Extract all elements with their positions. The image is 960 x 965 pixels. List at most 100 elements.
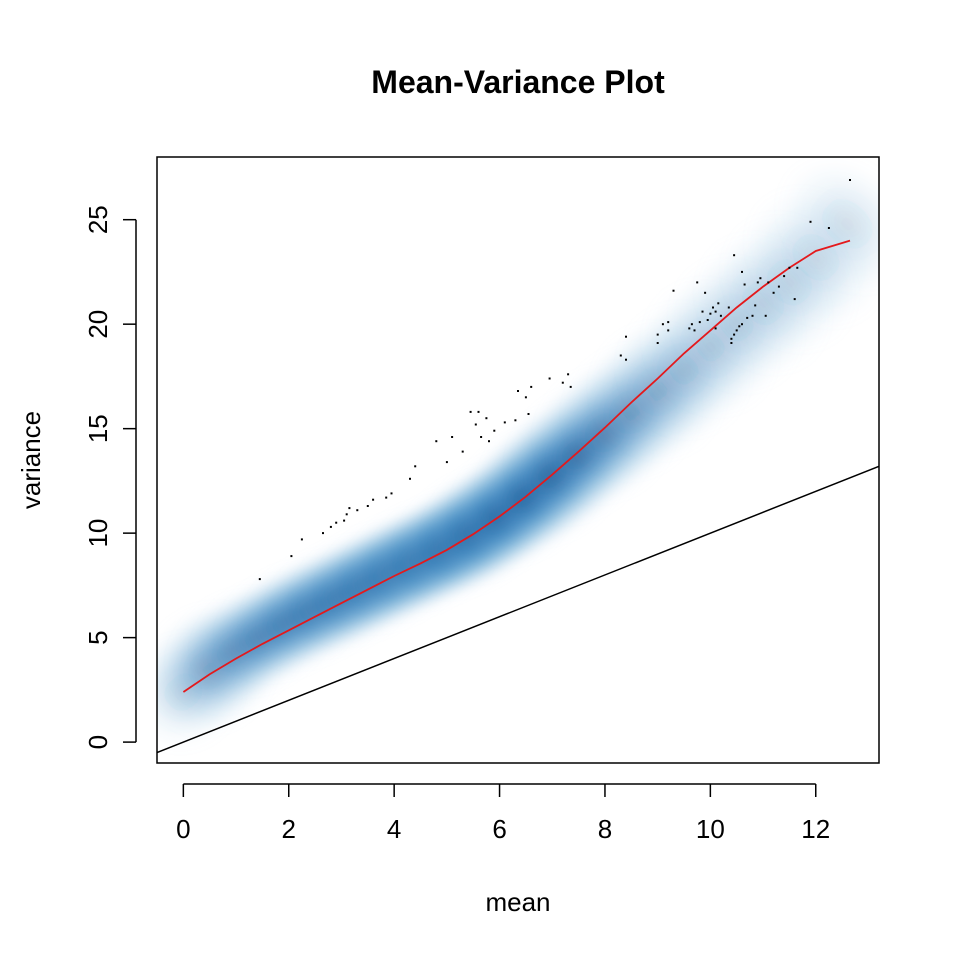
outlier-point — [485, 417, 488, 420]
outlier-point — [345, 513, 348, 516]
outlier-point — [714, 327, 717, 330]
y-tick-label: 15 — [83, 414, 113, 443]
outlier-point — [409, 477, 411, 480]
outlier-point — [743, 283, 746, 286]
x-axis-label: mean — [485, 887, 550, 917]
chart-title: Mean-Variance Plot — [371, 64, 665, 100]
outlier-point — [746, 316, 749, 319]
outlier-point — [738, 325, 741, 328]
outlier-point — [451, 436, 454, 438]
outlier-point — [712, 306, 714, 309]
plot-frame — [156, 156, 880, 764]
outlier-point — [764, 314, 767, 317]
outlier-point — [656, 333, 659, 336]
outlier-point — [548, 377, 551, 380]
outlier-point — [503, 421, 506, 424]
outlier-point — [661, 323, 664, 326]
x-tick-label: 0 — [176, 814, 190, 844]
x-tick-label: 10 — [696, 814, 725, 844]
outlier-point — [290, 555, 293, 558]
outlier-point — [756, 281, 759, 284]
outlier-point — [517, 390, 519, 392]
outlier-point — [717, 302, 720, 305]
outlier-point — [783, 275, 786, 278]
y-tick-label: 10 — [83, 519, 113, 548]
outlier-point — [390, 492, 393, 495]
outlier-point — [849, 179, 851, 181]
outlier-point — [569, 385, 572, 388]
outlier-point — [625, 335, 627, 338]
outlier-point — [493, 429, 496, 432]
density-layer — [157, 157, 879, 751]
outlier-point — [672, 289, 675, 292]
outlier-point — [625, 358, 627, 361]
outlier-point — [827, 227, 830, 229]
outlier-point — [372, 498, 375, 501]
outlier-point — [772, 291, 775, 294]
outlier-point — [735, 329, 738, 332]
reference-line: y = x — [157, 465, 879, 754]
y-tick-label: 0 — [83, 735, 113, 749]
y-tick-label: 25 — [83, 205, 113, 234]
outlier-point — [730, 337, 733, 340]
outlier-point — [698, 321, 701, 324]
outlier-point — [514, 419, 517, 422]
outlier-point — [727, 306, 730, 309]
outlier-point — [477, 410, 480, 413]
outlier-point — [796, 266, 799, 269]
outlier-point — [656, 342, 659, 344]
outlier-point — [751, 314, 754, 317]
outlier-point — [527, 413, 530, 415]
outlier-point — [730, 342, 733, 344]
x-tick-label: 6 — [492, 814, 506, 844]
outlier-point — [741, 323, 743, 326]
outlier-point — [767, 281, 770, 284]
outlier-point — [348, 507, 351, 510]
outlier-point — [754, 304, 757, 307]
y-tick-label: 5 — [83, 630, 113, 644]
outlier-point — [335, 521, 338, 524]
outlier-point — [709, 312, 712, 315]
outlier-point — [619, 354, 622, 357]
outlier-point — [356, 509, 359, 512]
outlier-point — [667, 329, 670, 332]
outlier-point — [793, 298, 796, 301]
outlier-point — [733, 333, 736, 336]
x-tick-label: 8 — [598, 814, 612, 844]
outlier-point — [809, 220, 812, 223]
outlier-points-layer — [258, 179, 851, 581]
outlier-point — [414, 465, 417, 468]
outlier-point — [300, 538, 303, 541]
y-tick-label: 20 — [83, 310, 113, 339]
x-tick-label: 4 — [387, 814, 401, 844]
outlier-point — [561, 381, 564, 384]
outlier-point — [366, 505, 369, 507]
fit-line — [182, 239, 851, 693]
outlier-point — [329, 525, 332, 528]
outlier-point — [701, 310, 704, 313]
outlier-point — [258, 578, 261, 581]
density-blob — [777, 157, 879, 293]
outlier-point — [322, 532, 324, 535]
outlier-point — [777, 285, 780, 288]
outlier-point — [688, 327, 691, 330]
outlier-point — [733, 254, 736, 257]
outlier-point — [696, 281, 699, 284]
reference-line-layer: y = x — [157, 465, 879, 754]
outlier-point — [693, 329, 696, 332]
outlier-point — [480, 436, 483, 438]
outlier-point — [385, 496, 388, 499]
outlier-point — [719, 314, 722, 317]
x-axis: 0 2 4 6 8 10 12 — [176, 783, 830, 844]
outlier-point — [567, 373, 570, 376]
outlier-point — [788, 266, 791, 269]
y-axis-label: variance — [16, 411, 46, 509]
outlier-point — [759, 277, 762, 280]
outlier-point — [706, 319, 709, 321]
outlier-point — [469, 410, 472, 413]
y-axis: 0 5 10 15 20 25 — [83, 205, 137, 749]
fit-line-layer — [182, 239, 851, 693]
outlier-point — [741, 270, 743, 273]
x-tick-label: 2 — [282, 814, 296, 844]
